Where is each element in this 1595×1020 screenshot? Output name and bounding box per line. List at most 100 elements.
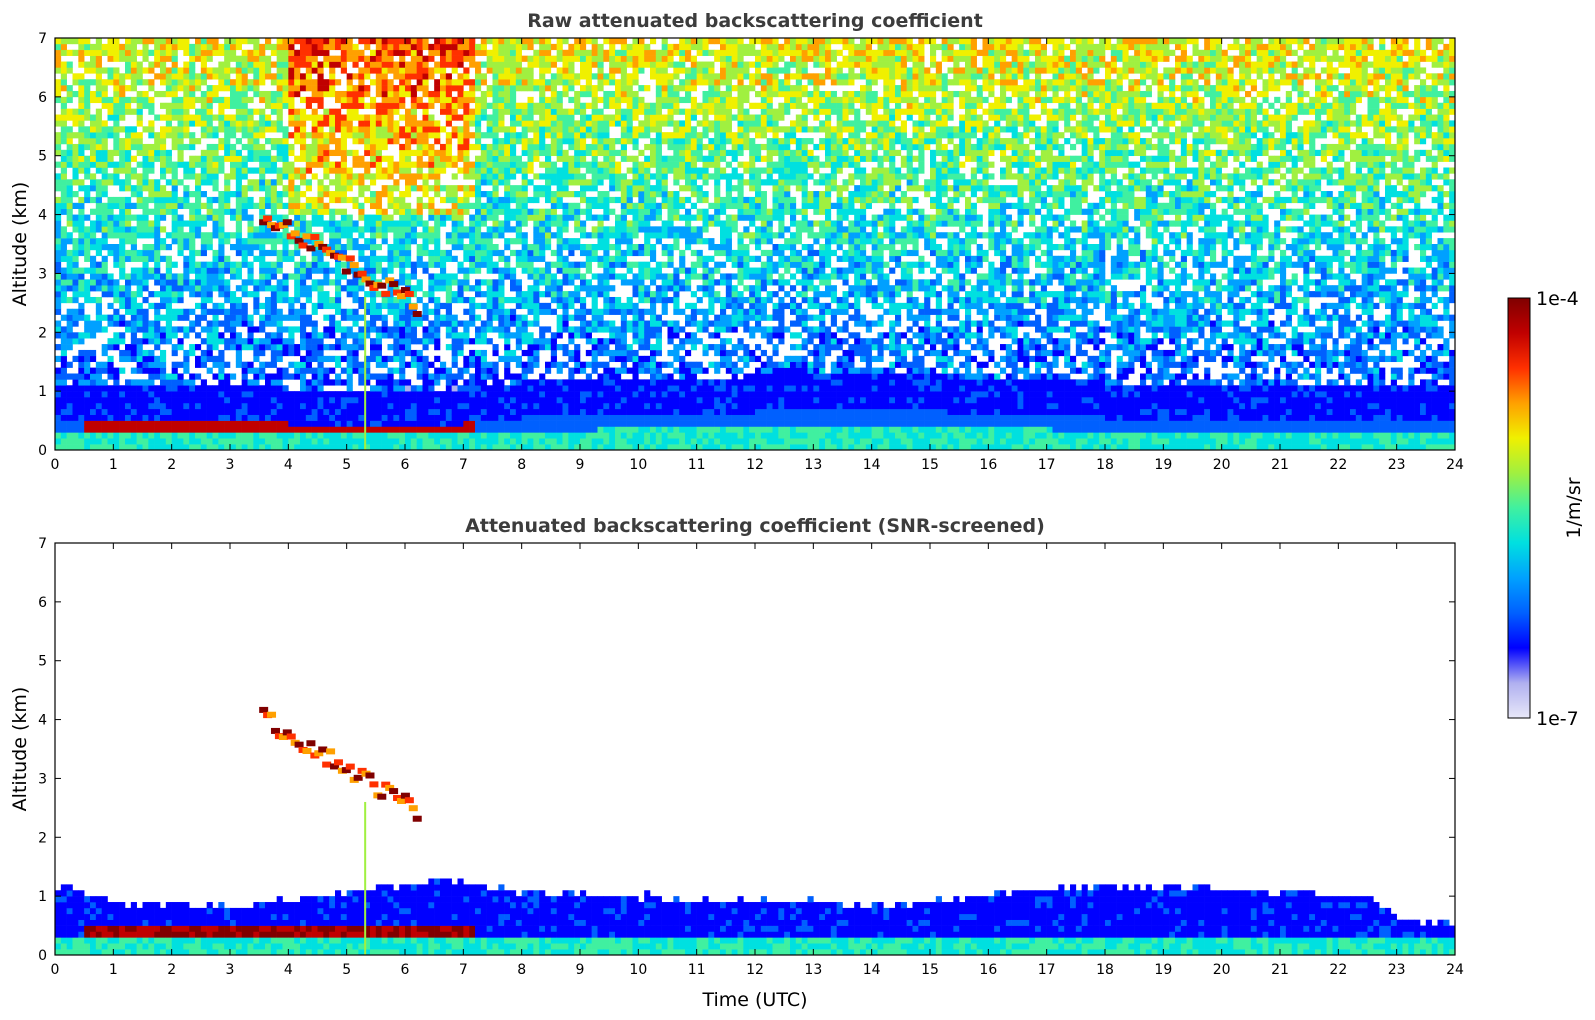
raw-cell bbox=[498, 232, 505, 239]
raw-cell bbox=[451, 38, 458, 45]
raw-cell bbox=[358, 402, 365, 410]
raw-cell bbox=[352, 149, 359, 157]
raw-cell bbox=[550, 191, 557, 198]
raw-cell bbox=[381, 420, 388, 427]
raw-cell bbox=[475, 414, 482, 421]
raw-cell bbox=[370, 214, 377, 221]
raw-cell bbox=[358, 391, 365, 398]
raw-cell bbox=[165, 308, 172, 315]
raw-cell bbox=[113, 332, 120, 339]
raw-cell bbox=[66, 402, 73, 410]
raw-cell bbox=[72, 438, 79, 445]
raw-cell bbox=[311, 373, 318, 380]
raw-cell bbox=[457, 367, 464, 374]
raw-cell bbox=[340, 232, 347, 239]
raw-cell bbox=[235, 196, 242, 204]
raw-cell bbox=[78, 232, 85, 239]
raw-cell bbox=[428, 285, 435, 292]
raw-cell bbox=[521, 173, 528, 180]
raw-cell bbox=[183, 90, 190, 98]
raw-cell bbox=[340, 355, 347, 363]
raw-cell bbox=[224, 120, 231, 127]
raw-cell bbox=[95, 67, 102, 74]
raw-cell bbox=[521, 414, 528, 421]
raw-cell bbox=[451, 226, 458, 233]
raw-cell bbox=[171, 314, 178, 321]
raw-cell bbox=[416, 296, 423, 304]
raw-cell bbox=[399, 408, 406, 415]
raw-cell bbox=[171, 426, 178, 433]
raw-cell bbox=[440, 420, 447, 427]
raw-cell bbox=[288, 120, 295, 127]
raw-cell bbox=[78, 438, 85, 445]
raw-cell bbox=[556, 102, 563, 109]
raw-cell bbox=[486, 155, 493, 162]
raw-cell bbox=[235, 308, 242, 315]
raw-cell bbox=[113, 444, 120, 450]
raw-cell bbox=[574, 444, 581, 450]
raw-cell bbox=[498, 408, 505, 415]
raw-cell bbox=[393, 414, 400, 421]
raw-cell bbox=[469, 244, 476, 251]
raw-cell bbox=[253, 49, 260, 56]
raw-cell bbox=[247, 226, 254, 233]
raw-cell bbox=[218, 191, 225, 198]
raw-cell bbox=[346, 402, 353, 410]
raw-cell bbox=[323, 261, 330, 268]
raw-cell bbox=[270, 244, 277, 251]
raw-cell bbox=[469, 220, 476, 227]
raw-cell bbox=[60, 414, 67, 421]
raw-cell bbox=[352, 349, 359, 357]
raw-cell bbox=[90, 238, 97, 245]
raw-cell bbox=[276, 285, 283, 292]
raw-cell bbox=[346, 85, 353, 92]
raw-cell bbox=[405, 302, 412, 310]
raw-cell bbox=[78, 338, 85, 345]
raw-cell bbox=[399, 61, 406, 68]
raw-cell bbox=[340, 273, 347, 280]
raw-cell bbox=[84, 161, 91, 168]
raw-cell bbox=[475, 102, 482, 109]
raw-cell bbox=[253, 420, 260, 427]
raw-cell bbox=[206, 420, 213, 427]
raw-cell bbox=[259, 279, 266, 286]
raw-cell bbox=[259, 90, 266, 98]
raw-cell bbox=[515, 226, 522, 233]
raw-cell bbox=[422, 414, 429, 421]
raw-cell bbox=[195, 49, 202, 56]
raw-cell bbox=[218, 379, 225, 386]
raw-cell bbox=[119, 238, 126, 245]
raw-cell bbox=[568, 167, 575, 174]
raw-cell bbox=[504, 349, 511, 357]
raw-cell bbox=[253, 244, 260, 251]
raw-cell bbox=[165, 196, 172, 204]
raw-cell bbox=[107, 126, 114, 133]
raw-cell bbox=[154, 238, 161, 245]
raw-cell bbox=[405, 432, 412, 439]
raw-cell bbox=[160, 90, 167, 98]
raw-cell bbox=[165, 43, 172, 51]
raw-cell bbox=[521, 185, 528, 192]
raw-cell bbox=[387, 226, 394, 233]
raw-cell bbox=[224, 173, 231, 180]
raw-cell bbox=[230, 155, 237, 162]
raw-cell bbox=[142, 208, 149, 215]
raw-cell bbox=[375, 355, 382, 363]
raw-cell bbox=[364, 444, 371, 450]
raw-cell bbox=[387, 126, 394, 133]
raw-cell bbox=[148, 349, 155, 357]
raw-cell bbox=[510, 155, 517, 162]
raw-cell bbox=[486, 414, 493, 421]
raw-cell bbox=[107, 249, 114, 257]
raw-cell bbox=[294, 420, 301, 427]
raw-cell bbox=[60, 255, 67, 262]
raw-cell bbox=[253, 438, 260, 445]
raw-cell bbox=[469, 402, 476, 410]
raw-cell bbox=[475, 355, 482, 363]
raw-cell bbox=[78, 355, 85, 363]
raw-cell bbox=[142, 196, 149, 204]
raw-cell bbox=[556, 43, 563, 51]
raw-cell bbox=[486, 444, 493, 450]
raw-cell bbox=[265, 391, 272, 398]
raw-cell bbox=[521, 220, 528, 227]
